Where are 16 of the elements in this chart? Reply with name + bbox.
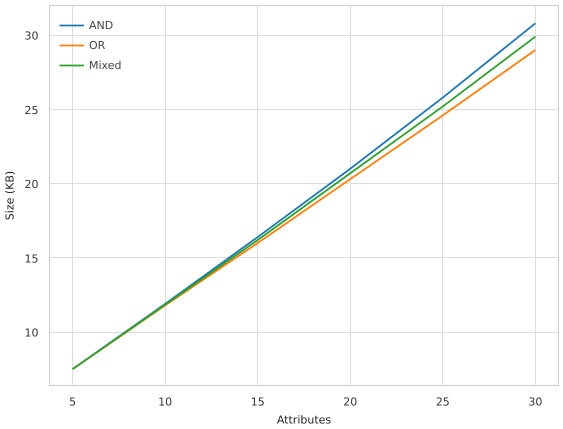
y-tick-label: 25 [24, 104, 39, 117]
y-tick-label: 10 [24, 326, 39, 340]
y-tick-label: 15 [24, 252, 39, 266]
y-tick-label: 20 [24, 178, 39, 192]
y-tick-label: 30 [24, 30, 39, 43]
legend-label: OR [89, 38, 106, 52]
y-axis-title: Size (KB) [4, 170, 17, 220]
x-tick-label: 5 [69, 396, 76, 408]
x-tick-label: 25 [436, 396, 450, 408]
legend-label: AND [89, 18, 114, 32]
x-tick-label: 20 [343, 396, 358, 408]
legend-label: Mixed [89, 58, 122, 72]
x-tick-label: 10 [158, 396, 172, 408]
x-tick-label: 15 [250, 396, 265, 408]
x-tick-label: 30 [528, 396, 542, 408]
x-axis-title: Attributes [276, 414, 332, 426]
